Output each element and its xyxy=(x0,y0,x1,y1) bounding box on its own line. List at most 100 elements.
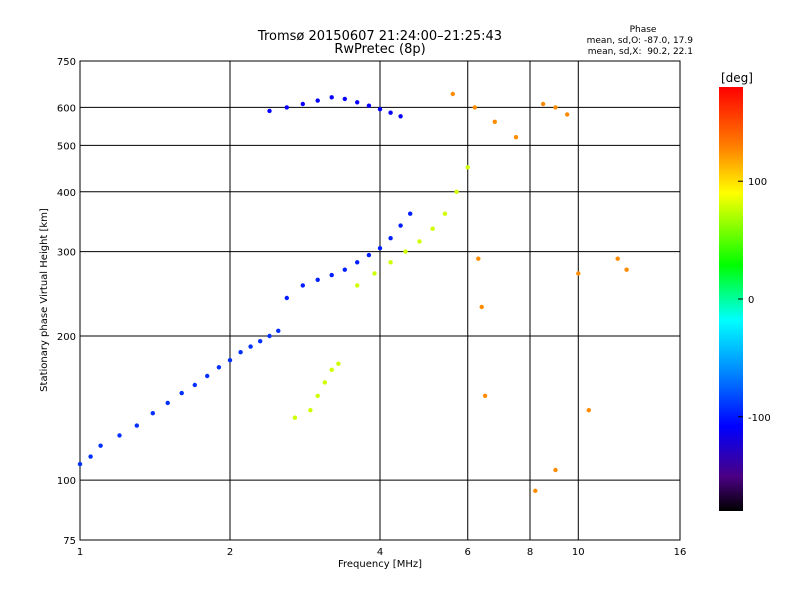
data-point xyxy=(227,358,233,363)
data-point xyxy=(398,223,403,228)
data-point xyxy=(454,189,459,194)
data-point xyxy=(267,333,272,339)
colorbar-tick-label: 100 xyxy=(748,177,767,188)
data-point xyxy=(134,423,139,428)
data-point xyxy=(366,252,372,258)
colorbar: [deg] 100 0 -100 xyxy=(719,71,771,511)
y-tick-label: 300 xyxy=(57,248,76,259)
data-point xyxy=(355,100,360,105)
y-tick-label: 750 xyxy=(57,57,76,68)
data-point xyxy=(479,304,484,310)
data-point xyxy=(336,361,341,366)
data-point xyxy=(450,91,455,97)
data-point xyxy=(329,272,334,278)
data-point xyxy=(533,488,538,493)
y-tick-label: 75 xyxy=(63,536,76,547)
data-point xyxy=(216,365,222,370)
data-point xyxy=(372,271,377,276)
data-point xyxy=(150,411,155,416)
data-point xyxy=(624,267,629,272)
data-point xyxy=(258,339,263,344)
data-point xyxy=(284,105,289,110)
data-point xyxy=(300,283,305,288)
data-point xyxy=(98,443,103,448)
data-point xyxy=(408,211,413,216)
data-point xyxy=(398,114,403,119)
data-point xyxy=(576,271,581,276)
data-point xyxy=(492,119,497,125)
data-point xyxy=(540,101,546,107)
data-point xyxy=(267,108,272,114)
data-point xyxy=(179,390,184,396)
x-axis-label: Frequency [MHz] xyxy=(338,559,422,570)
colorbar-tick-label: 0 xyxy=(748,295,754,306)
data-point xyxy=(276,328,281,333)
data-points xyxy=(77,91,629,493)
data-point xyxy=(377,246,383,251)
x-tick-label: 10 xyxy=(572,547,585,558)
data-point xyxy=(205,373,210,379)
data-point xyxy=(238,350,243,355)
y-tick-label: 500 xyxy=(57,141,76,152)
x-tick-label: 6 xyxy=(465,547,471,558)
data-point xyxy=(476,256,481,261)
data-point xyxy=(248,344,253,349)
x-tick-label: 1 xyxy=(77,547,83,558)
data-point xyxy=(366,103,372,108)
y-tick-label: 200 xyxy=(57,332,76,343)
data-point xyxy=(553,105,558,110)
data-point xyxy=(329,367,334,372)
data-point xyxy=(482,393,488,398)
data-point xyxy=(465,165,470,170)
data-point xyxy=(472,105,477,110)
x-tick-label: 16 xyxy=(674,547,687,558)
x-tick-label: 8 xyxy=(527,547,533,558)
data-point xyxy=(388,236,393,241)
chart-subtitle: RwPretec (8p) xyxy=(334,42,425,57)
phase-stats-title: Phase xyxy=(630,25,657,35)
x-tick-label: 4 xyxy=(377,547,383,558)
colorbar-label: [deg] xyxy=(721,71,753,85)
x-axis-ticks: 1 2 4 6 8 10 16 xyxy=(77,547,687,558)
data-point xyxy=(315,98,320,103)
data-point xyxy=(442,211,448,216)
data-point xyxy=(586,408,591,413)
data-point xyxy=(300,101,305,107)
data-point xyxy=(329,95,334,100)
y-tick-label: 400 xyxy=(57,188,76,199)
colorbar-ticks: 100 0 -100 xyxy=(738,177,771,424)
data-point xyxy=(315,277,320,282)
data-point xyxy=(377,107,383,112)
data-point xyxy=(430,226,435,231)
data-point xyxy=(165,400,170,406)
data-point xyxy=(88,454,93,459)
data-point xyxy=(292,415,298,420)
data-point xyxy=(315,393,320,398)
data-point xyxy=(403,249,408,254)
y-tick-label: 100 xyxy=(57,476,76,487)
phase-stats-x: mean, sd,X: 90.2, 22.1 xyxy=(588,47,693,57)
data-point xyxy=(615,256,620,261)
data-point xyxy=(192,382,197,388)
data-point xyxy=(388,260,393,265)
data-point xyxy=(355,260,360,265)
data-point xyxy=(77,461,83,467)
data-point xyxy=(284,295,289,301)
chart-title: Tromsø 20150607 21:24:00–21:25:43 xyxy=(257,29,502,44)
data-point xyxy=(117,433,122,438)
data-point xyxy=(388,110,393,115)
y-axis-ticks: 75 100 200 300 400 500 600 750 xyxy=(57,57,76,547)
data-point xyxy=(308,408,313,413)
data-point xyxy=(322,380,327,385)
plot-area: 1 2 4 6 8 10 16 75 100 200 300 400 500 600 750 xyxy=(57,57,686,558)
data-point xyxy=(513,135,519,140)
data-point xyxy=(342,267,347,272)
x-tick-label: 2 xyxy=(227,547,233,558)
y-tick-label: 600 xyxy=(57,103,76,114)
data-point xyxy=(565,112,570,117)
data-point xyxy=(553,467,558,473)
data-point xyxy=(342,96,347,102)
data-point xyxy=(355,283,360,288)
y-axis-label: Stationary phase Virtual Height [km] xyxy=(39,208,50,392)
